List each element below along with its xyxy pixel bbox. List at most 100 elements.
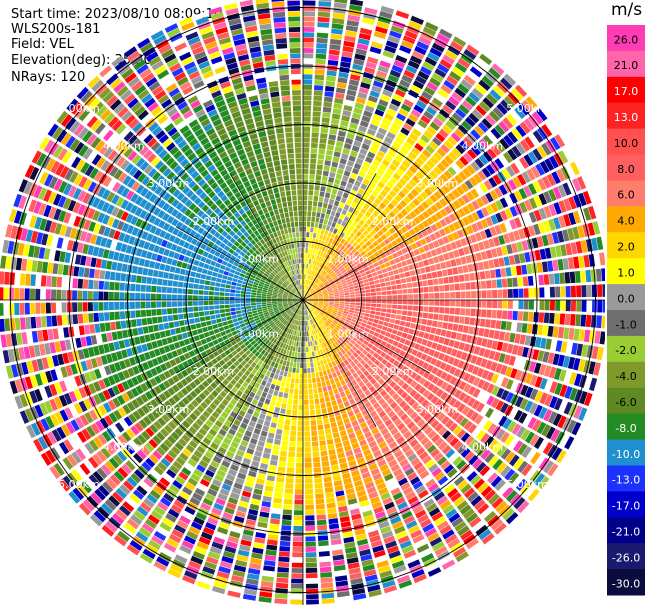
velocity-gate — [304, 315, 307, 321]
velocity-gate — [73, 389, 83, 401]
velocity-gate — [323, 295, 329, 298]
velocity-gate — [296, 309, 299, 315]
velocity-gate — [338, 265, 344, 270]
velocity-gate — [296, 452, 303, 458]
velocity-gate — [129, 493, 141, 505]
velocity-gate — [315, 503, 325, 510]
velocity-gate — [303, 95, 312, 101]
velocity-gate — [361, 215, 369, 222]
velocity-gate — [363, 363, 370, 370]
velocity-gate — [335, 352, 341, 359]
velocity-gate — [405, 277, 412, 283]
velocity-gate — [337, 311, 343, 315]
velocity-gate — [307, 216, 311, 222]
velocity-gate — [337, 168, 344, 175]
velocity-gate — [469, 234, 478, 243]
velocity-gate — [404, 231, 412, 239]
velocity-gate — [502, 151, 513, 164]
velocity-gate — [290, 378, 295, 384]
velocity-gate — [304, 436, 311, 442]
velocity-gate — [504, 208, 513, 219]
velocity-gate — [492, 458, 503, 471]
velocity-gate — [194, 396, 203, 404]
velocity-gate — [342, 45, 354, 53]
velocity-gate — [304, 452, 312, 458]
velocity-gate — [332, 266, 338, 272]
velocity-gate — [572, 226, 580, 240]
velocity-gate — [429, 121, 440, 132]
velocity-gate — [222, 511, 234, 520]
velocity-gate — [400, 391, 409, 400]
velocity-gate — [367, 333, 373, 339]
velocity-gate — [185, 444, 195, 453]
velocity-gate — [435, 263, 442, 271]
velocity-gate — [285, 414, 291, 420]
velocity-gate — [459, 316, 465, 324]
velocity-gate — [381, 300, 387, 304]
velocity-gate — [329, 356, 334, 362]
velocity-gate — [224, 349, 231, 356]
velocity-gate — [344, 290, 350, 293]
velocity-gate — [473, 478, 485, 490]
velocity-gate — [565, 285, 571, 298]
velocity-gate — [559, 384, 568, 398]
velocity-gate — [338, 337, 344, 343]
velocity-gate — [377, 222, 384, 229]
velocity-gate — [313, 297, 319, 299]
velocity-gate — [505, 511, 519, 525]
velocity-gate — [76, 484, 89, 497]
velocity-gate — [474, 125, 485, 137]
velocity-gate — [308, 298, 314, 300]
velocity-gate — [327, 507, 337, 514]
velocity-gate — [408, 201, 417, 210]
velocity-gate — [518, 300, 524, 310]
velocity-gate — [288, 340, 293, 346]
velocity-gate — [460, 291, 466, 299]
velocity-gate — [305, 274, 307, 280]
velocity-gate — [337, 452, 346, 459]
velocity-gate — [309, 319, 313, 325]
velocity-gate — [310, 307, 315, 311]
velocity-gate — [97, 433, 108, 446]
velocity-gate — [383, 336, 390, 342]
velocity-gate — [423, 380, 431, 389]
velocity-gate — [226, 375, 233, 382]
velocity-gate — [152, 450, 163, 460]
velocity-gate — [453, 440, 463, 451]
velocity-gate — [460, 447, 471, 458]
velocity-gate — [335, 87, 346, 94]
velocity-gate — [214, 370, 221, 378]
velocity-gate — [440, 262, 447, 270]
velocity-gate — [67, 351, 75, 363]
velocity-gate — [329, 263, 335, 269]
velocity-gate — [281, 311, 286, 316]
velocity-gate — [174, 356, 182, 365]
velocity-gate — [500, 320, 507, 330]
velocity-gate — [328, 176, 335, 183]
velocity-gate — [197, 328, 203, 334]
velocity-gate — [312, 294, 318, 297]
velocity-gate — [444, 483, 455, 494]
velocity-gate — [360, 343, 367, 349]
velocity-gate — [535, 163, 545, 176]
velocity-gate — [413, 461, 424, 471]
velocity-gate — [203, 356, 211, 363]
velocity-gate — [348, 283, 354, 288]
velocity-gate — [247, 365, 254, 372]
velocity-gate — [451, 66, 465, 78]
velocity-gate — [398, 267, 404, 274]
velocity-gate — [584, 376, 593, 390]
velocity-gate — [342, 148, 351, 155]
velocity-gate — [573, 210, 582, 224]
velocity-gate — [111, 491, 124, 503]
velocity-gate — [394, 154, 404, 163]
velocity-gate — [144, 391, 154, 401]
velocity-gate — [306, 315, 309, 321]
velocity-gate — [233, 394, 240, 402]
velocity-gate — [388, 389, 396, 397]
velocity-gate — [375, 255, 382, 262]
velocity-gate — [408, 151, 418, 160]
velocity-gate — [560, 300, 566, 311]
velocity-gate — [278, 305, 283, 308]
velocity-gate — [325, 492, 335, 499]
